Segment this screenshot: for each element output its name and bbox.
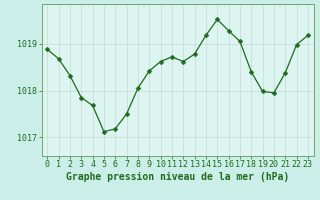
- X-axis label: Graphe pression niveau de la mer (hPa): Graphe pression niveau de la mer (hPa): [66, 172, 289, 182]
